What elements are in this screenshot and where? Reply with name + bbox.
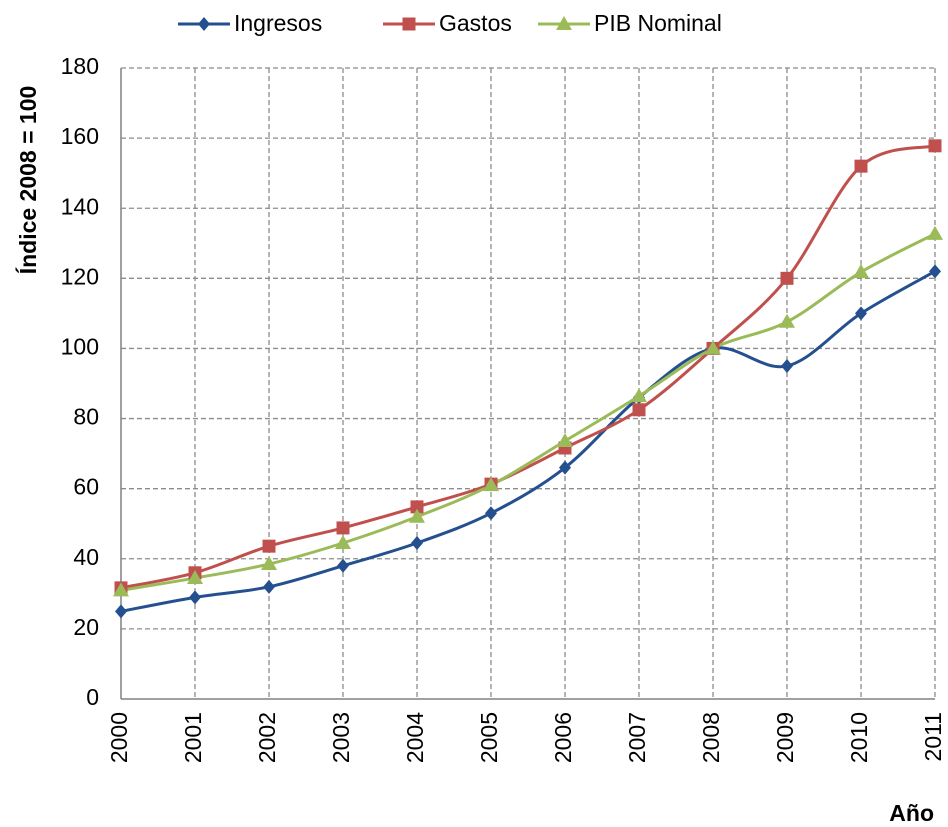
data-point <box>855 306 867 321</box>
series-line <box>120 144 936 590</box>
data-point <box>559 460 571 475</box>
x-tick-label: 2003 <box>328 712 354 763</box>
y-tick-label: 40 <box>73 544 99 570</box>
data-point <box>780 271 794 285</box>
data-point <box>631 388 647 403</box>
legend-label: PIB Nominal <box>594 10 722 36</box>
x-tick-label: 2010 <box>846 712 872 763</box>
y-tick-label: 0 <box>86 684 99 710</box>
x-tick-label: 2000 <box>106 712 132 763</box>
data-point <box>632 403 646 417</box>
data-point <box>113 582 129 597</box>
data-point <box>262 539 276 553</box>
data-point <box>853 264 869 279</box>
x-tick-label: 2011 <box>920 712 946 761</box>
data-point <box>335 535 351 550</box>
legend-label: Ingresos <box>234 10 322 36</box>
x-tick-label: 2002 <box>254 712 280 763</box>
data-point <box>336 521 350 535</box>
data-point <box>261 556 277 571</box>
x-axis-title: Año <box>889 800 934 826</box>
legend-marker <box>198 17 210 31</box>
data-point <box>781 358 793 373</box>
y-tick-label: 100 <box>61 334 99 360</box>
x-tick-label: 2004 <box>402 712 428 763</box>
data-point <box>929 264 941 279</box>
legend-marker <box>402 17 416 31</box>
data-point <box>409 508 425 523</box>
data-point <box>410 500 424 514</box>
data-point <box>557 432 573 447</box>
data-point <box>927 225 943 240</box>
y-tick-label: 60 <box>73 474 99 500</box>
data-point <box>189 590 201 605</box>
y-axis-title: Índice 2008 = 100 <box>14 86 41 275</box>
x-tick-label: 2001 <box>180 712 206 763</box>
data-point <box>705 340 721 355</box>
data-point <box>485 506 497 521</box>
data-point <box>779 313 795 328</box>
series-line <box>120 270 936 613</box>
x-tick-label: 2009 <box>772 712 798 763</box>
data-point <box>411 536 423 551</box>
data-point <box>337 558 349 573</box>
y-tick-label: 80 <box>73 404 99 430</box>
x-tick-label: 2008 <box>698 712 724 763</box>
legend-marker <box>556 16 572 30</box>
data-point <box>854 159 868 173</box>
series-line <box>120 232 936 592</box>
y-tick-label: 180 <box>61 53 99 79</box>
y-tick-label: 20 <box>73 614 99 640</box>
data-point <box>187 570 203 585</box>
legend-label: Gastos <box>439 10 512 36</box>
x-tick-label: 2005 <box>476 712 502 763</box>
data-point <box>928 139 942 153</box>
data-point <box>115 604 127 619</box>
y-tick-label: 140 <box>61 193 99 219</box>
data-point <box>263 579 275 594</box>
data-point <box>483 477 499 492</box>
y-tick-label: 160 <box>61 123 99 149</box>
x-tick-label: 2007 <box>624 712 650 763</box>
y-tick-label: 120 <box>61 263 99 289</box>
x-tick-label: 2006 <box>550 712 576 763</box>
